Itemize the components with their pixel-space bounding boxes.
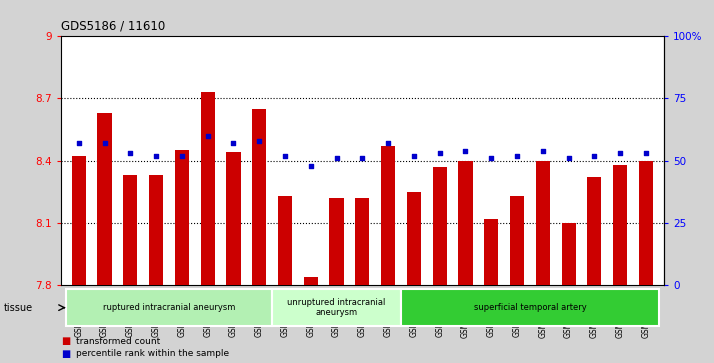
Point bbox=[588, 153, 600, 159]
Bar bbox=[272, 289, 401, 326]
Bar bbox=[278, 196, 292, 285]
Bar bbox=[71, 156, 86, 285]
Point bbox=[279, 153, 291, 159]
Point bbox=[331, 155, 342, 161]
Bar bbox=[407, 192, 421, 285]
Text: GDS5186 / 11610: GDS5186 / 11610 bbox=[61, 20, 165, 33]
Text: superficial temporal artery: superficial temporal artery bbox=[473, 303, 586, 312]
Point bbox=[563, 155, 574, 161]
Bar bbox=[66, 289, 272, 326]
Bar bbox=[97, 113, 111, 285]
Bar bbox=[252, 109, 266, 285]
Point bbox=[511, 153, 523, 159]
Bar bbox=[201, 92, 215, 285]
Point bbox=[99, 140, 110, 146]
Point bbox=[228, 140, 239, 146]
Point bbox=[73, 140, 84, 146]
Bar bbox=[401, 289, 659, 326]
Bar bbox=[149, 175, 164, 285]
Bar bbox=[381, 146, 396, 285]
Bar bbox=[613, 165, 628, 285]
Point bbox=[202, 133, 213, 139]
Point bbox=[253, 138, 265, 144]
Point bbox=[383, 140, 394, 146]
Point bbox=[640, 150, 652, 156]
Text: ■: ■ bbox=[61, 349, 70, 359]
Point bbox=[434, 150, 446, 156]
Point bbox=[460, 148, 471, 154]
Point bbox=[151, 153, 162, 159]
Bar bbox=[561, 223, 575, 285]
Bar bbox=[433, 167, 447, 285]
Text: ■: ■ bbox=[61, 336, 70, 346]
Bar bbox=[226, 152, 241, 285]
Text: tissue: tissue bbox=[4, 303, 33, 313]
Text: transformed count: transformed count bbox=[76, 337, 161, 346]
Point bbox=[305, 163, 316, 168]
Text: ruptured intracranial aneurysm: ruptured intracranial aneurysm bbox=[103, 303, 235, 312]
Text: unruptured intracranial
aneurysm: unruptured intracranial aneurysm bbox=[287, 298, 386, 317]
Bar bbox=[536, 160, 550, 285]
Point bbox=[486, 155, 497, 161]
Text: percentile rank within the sample: percentile rank within the sample bbox=[76, 350, 229, 358]
Point bbox=[408, 153, 420, 159]
Point bbox=[124, 150, 136, 156]
Bar bbox=[124, 175, 137, 285]
Bar bbox=[639, 160, 653, 285]
Bar bbox=[458, 160, 473, 285]
Point bbox=[176, 153, 188, 159]
Bar bbox=[510, 196, 524, 285]
Bar bbox=[356, 198, 369, 285]
Point bbox=[537, 148, 548, 154]
Bar bbox=[175, 150, 189, 285]
Point bbox=[615, 150, 626, 156]
Bar bbox=[588, 177, 601, 285]
Bar bbox=[329, 198, 343, 285]
Point bbox=[356, 155, 368, 161]
Bar bbox=[484, 219, 498, 285]
Bar bbox=[303, 277, 318, 285]
